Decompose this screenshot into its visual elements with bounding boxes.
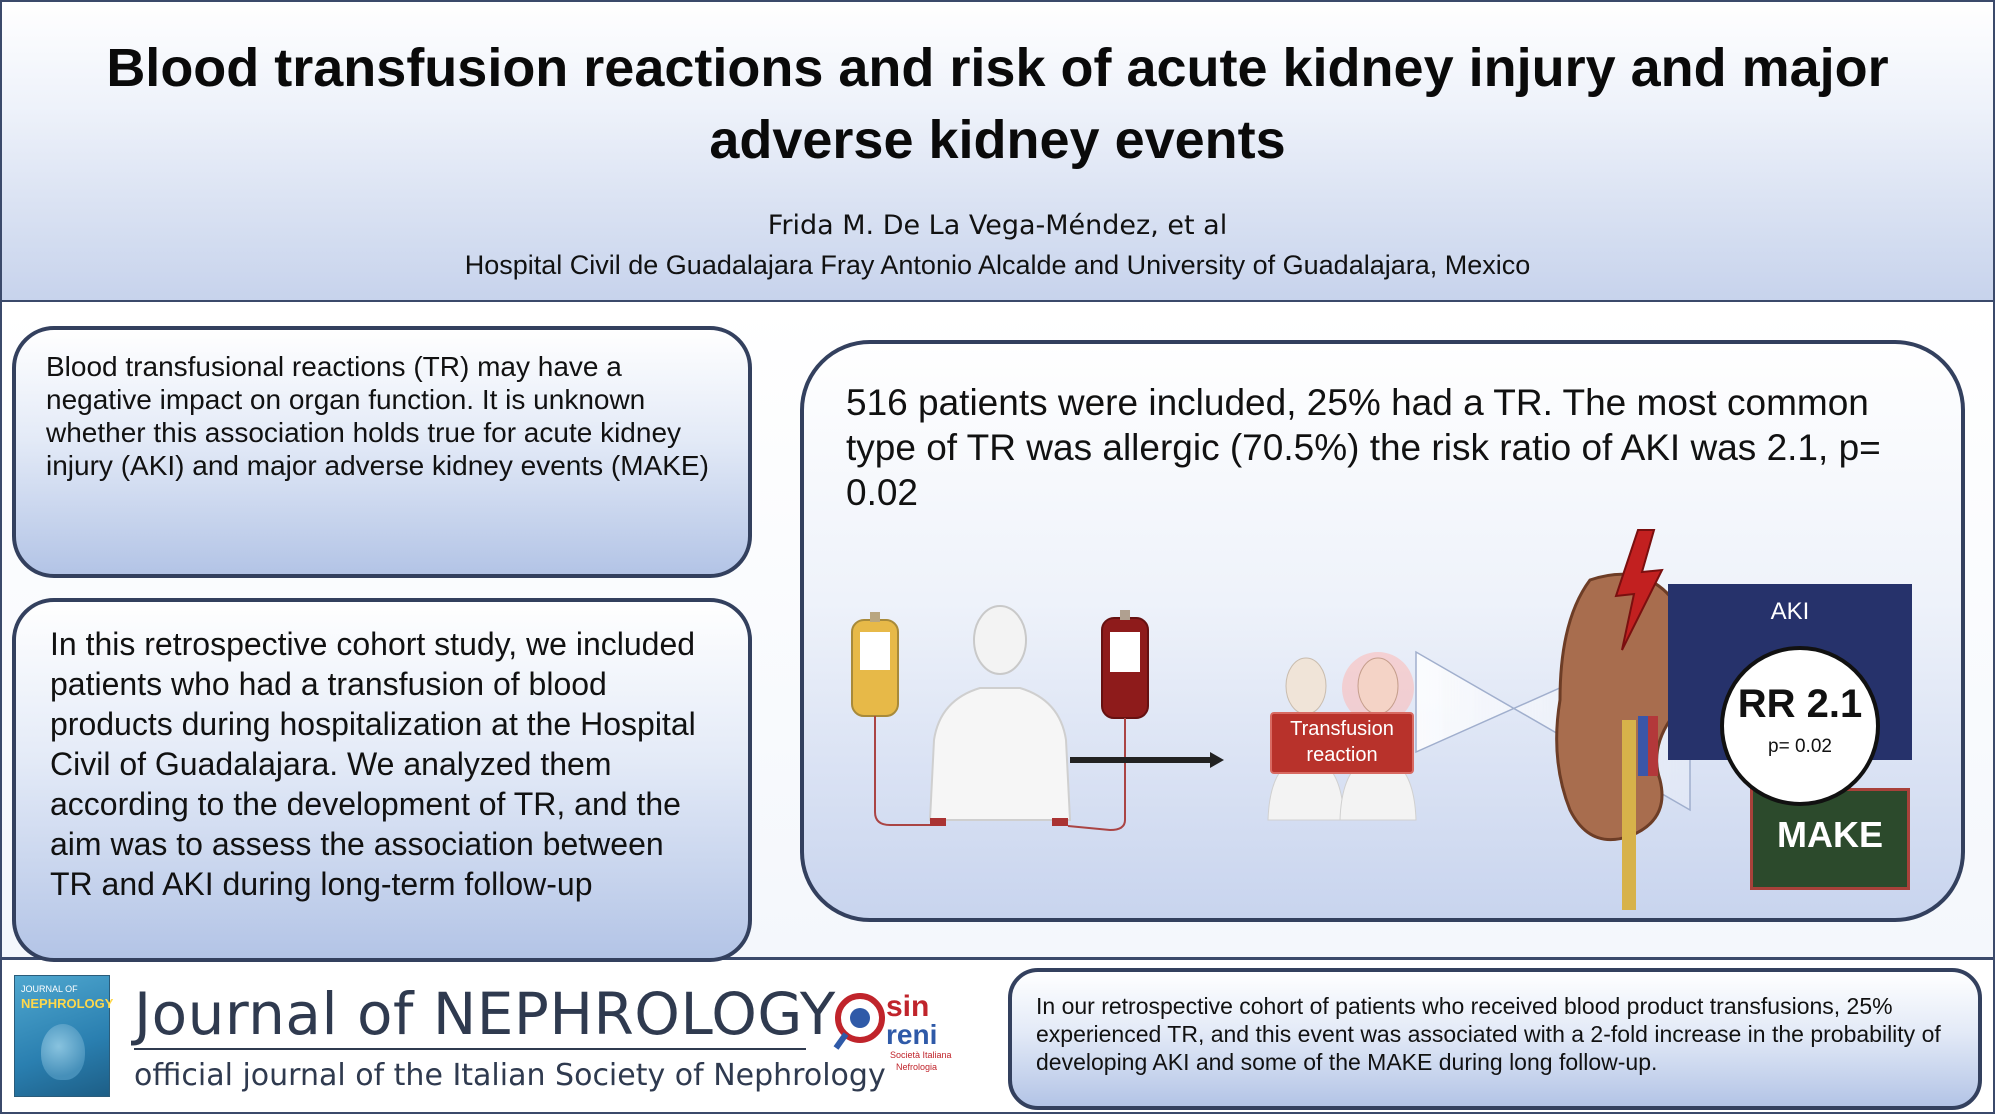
make-box: [1750, 788, 1910, 890]
blood-bag-icon: [1067, 610, 1149, 832]
methods-text: In this retrospective cohort study, we i…: [50, 626, 696, 902]
authors: Frida M. De La Vega-Méndez, et al: [767, 210, 1228, 241]
logo-sin-text: sin: [886, 990, 929, 1023]
transfusion-reaction-label: Transfusion reaction: [1290, 718, 1394, 766]
lightning-icon: [1614, 529, 1664, 651]
results-text: 516 patients were included, 25% had a TR…: [846, 382, 1881, 513]
logo-sub-text-2: Nefrologia: [896, 1062, 937, 1072]
conclusion-card: In our retrospective cohort of patients …: [1008, 968, 1982, 1110]
make-label: MAKE: [1777, 814, 1883, 855]
affiliation: Hospital Civil de Guadalajara Fray Anton…: [464, 250, 1531, 280]
cover-title-text: NEPHROLOGY: [21, 996, 114, 1011]
kidney-icon: [1555, 572, 1690, 910]
cover-kidney-icon: [41, 1024, 85, 1080]
risk-ratio-circle: [1720, 646, 1880, 806]
plasma-bag-icon: [851, 612, 930, 826]
patient-body-icon: [928, 605, 1072, 826]
intro-text: Blood transfusional reactions (TR) may h…: [46, 351, 709, 481]
journal-cover-thumbnail: JOURNAL OF NEPHROLOGY: [14, 975, 114, 1097]
journal-subtitle: official journal of the Italian Society …: [134, 1058, 886, 1093]
sin-reni-logo: sin reni Società Italiana Nefrologia: [833, 990, 952, 1072]
intro-card: Blood transfusional reactions (TR) may h…: [12, 326, 752, 578]
risk-ratio-value: RR 2.1: [1737, 682, 1863, 726]
poster-title: Blood transfusion reactions and risk of …: [106, 38, 1889, 170]
journal-divider: [134, 1048, 806, 1050]
conclusion-text: In our retrospective cohort of patients …: [1036, 993, 1941, 1075]
poster-header: Blood transfusion reactions and risk of …: [2, 2, 1993, 302]
arrow-icon: [1070, 752, 1224, 768]
cover-small-text: JOURNAL OF: [21, 984, 78, 994]
aki-label: AKI: [1770, 598, 1810, 625]
logo-reni-text: reni: [886, 1019, 937, 1050]
transfusion-reaction-box: [1270, 712, 1414, 774]
p-value: p= 0.02: [1768, 736, 1832, 757]
methods-card: In this retrospective cohort study, we i…: [12, 598, 752, 962]
journal-name: Journal of NEPHROLOGY: [134, 980, 836, 1048]
logo-sub-text-1: Società Italiana: [890, 1050, 952, 1060]
